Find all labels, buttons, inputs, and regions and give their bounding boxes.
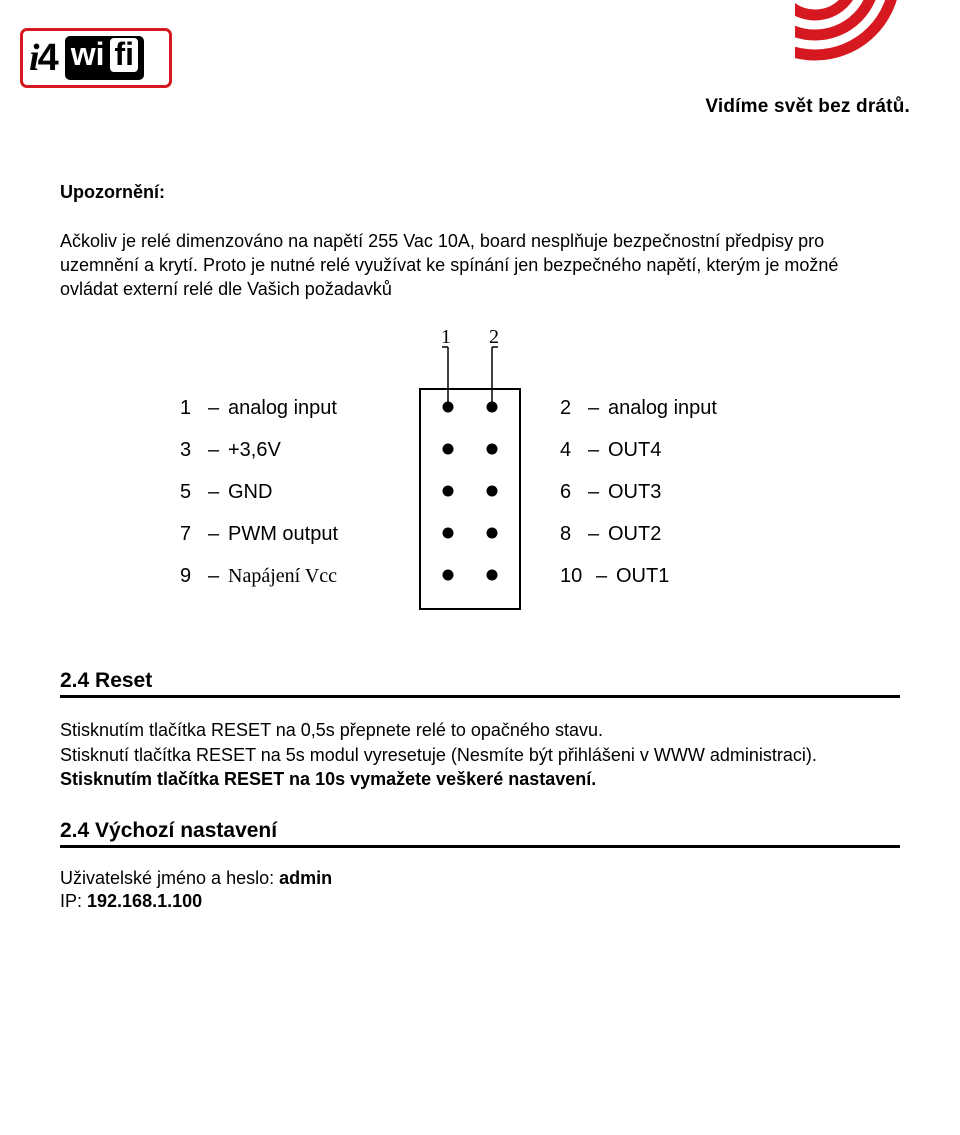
svg-text:7: 7 (180, 523, 191, 545)
svg-text:8: 8 (560, 523, 571, 545)
section-heading-defaults: 2.4 Výchozí nastavení (60, 819, 900, 848)
svg-text:–: – (588, 397, 600, 419)
svg-text:OUT2: OUT2 (608, 523, 661, 545)
svg-text:–: – (208, 565, 220, 587)
cred-value: admin (279, 868, 332, 888)
svg-text:–: – (208, 439, 220, 461)
reset-paragraph: Stisknutím tlačítka RESET na 0,5s přepne… (60, 718, 900, 791)
warning-title: Upozornění: (60, 182, 165, 202)
svg-text:–: – (208, 481, 220, 503)
ip-label: IP: (60, 891, 87, 911)
svg-text:–: – (588, 481, 600, 503)
pinout-diagram: 121–analog input2–analog input3–+3,6V4–O… (60, 329, 900, 629)
warning-paragraph: Upozornění: Ačkoliv je relé dimenzováno … (60, 180, 900, 301)
svg-text:GND: GND (228, 481, 272, 503)
wifi-arcs-icon (795, 0, 915, 75)
svg-text:1: 1 (441, 329, 451, 348)
svg-text:OUT4: OUT4 (608, 439, 661, 461)
ip-value: 192.168.1.100 (87, 891, 202, 911)
cred-label: Uživatelské jméno a heslo: (60, 868, 279, 888)
svg-text:OUT1: OUT1 (616, 565, 669, 587)
slogan-text: Vidíme svět bez drátů. (705, 96, 910, 118)
svg-text:–: – (596, 565, 608, 587)
svg-text:Napájení Vcc: Napájení Vcc (228, 565, 337, 587)
svg-text:10: 10 (560, 565, 582, 587)
svg-text:analog input: analog input (228, 397, 337, 419)
svg-text:–: – (588, 523, 600, 545)
svg-text:9: 9 (180, 565, 191, 587)
logo-letters-fi: fi (114, 36, 134, 72)
svg-text:2: 2 (489, 329, 499, 348)
svg-text:OUT3: OUT3 (608, 481, 661, 503)
svg-text:2: 2 (560, 397, 571, 419)
logo-letter-4: 4 (38, 39, 59, 77)
reset-line-2: Stisknutí tlačítka RESET na 5s modul vyr… (60, 745, 817, 765)
reset-line-1: Stisknutím tlačítka RESET na 0,5s přepne… (60, 720, 603, 740)
svg-text:–: – (588, 439, 600, 461)
svg-text:6: 6 (560, 481, 571, 503)
page-header: i 4 wi fi Vidíme svět bez drátů. (0, 0, 960, 130)
page-content: Upozornění: Ačkoliv je relé dimenzováno … (0, 130, 960, 942)
svg-text:–: – (208, 397, 220, 419)
svg-text:PWM output: PWM output (228, 523, 338, 545)
svg-text:–: – (208, 523, 220, 545)
svg-text:1: 1 (180, 397, 191, 419)
svg-text:analog input: analog input (608, 397, 717, 419)
default-ip: IP: 192.168.1.100 (60, 891, 900, 912)
logo-i4wifi: i 4 wi fi (20, 28, 172, 88)
svg-text:+3,6V: +3,6V (228, 439, 281, 461)
section-heading-reset: 2.4 Reset (60, 669, 900, 698)
svg-text:5: 5 (180, 481, 191, 503)
default-credentials: Uživatelské jméno a heslo: admin (60, 868, 900, 889)
reset-line-3: Stisknutím tlačítka RESET na 10s vymažet… (60, 769, 596, 789)
svg-text:3: 3 (180, 439, 191, 461)
svg-text:4: 4 (560, 439, 571, 461)
warning-body: Ačkoliv je relé dimenzováno na napětí 25… (60, 231, 838, 300)
logo-letters-wi: wi (71, 38, 105, 70)
